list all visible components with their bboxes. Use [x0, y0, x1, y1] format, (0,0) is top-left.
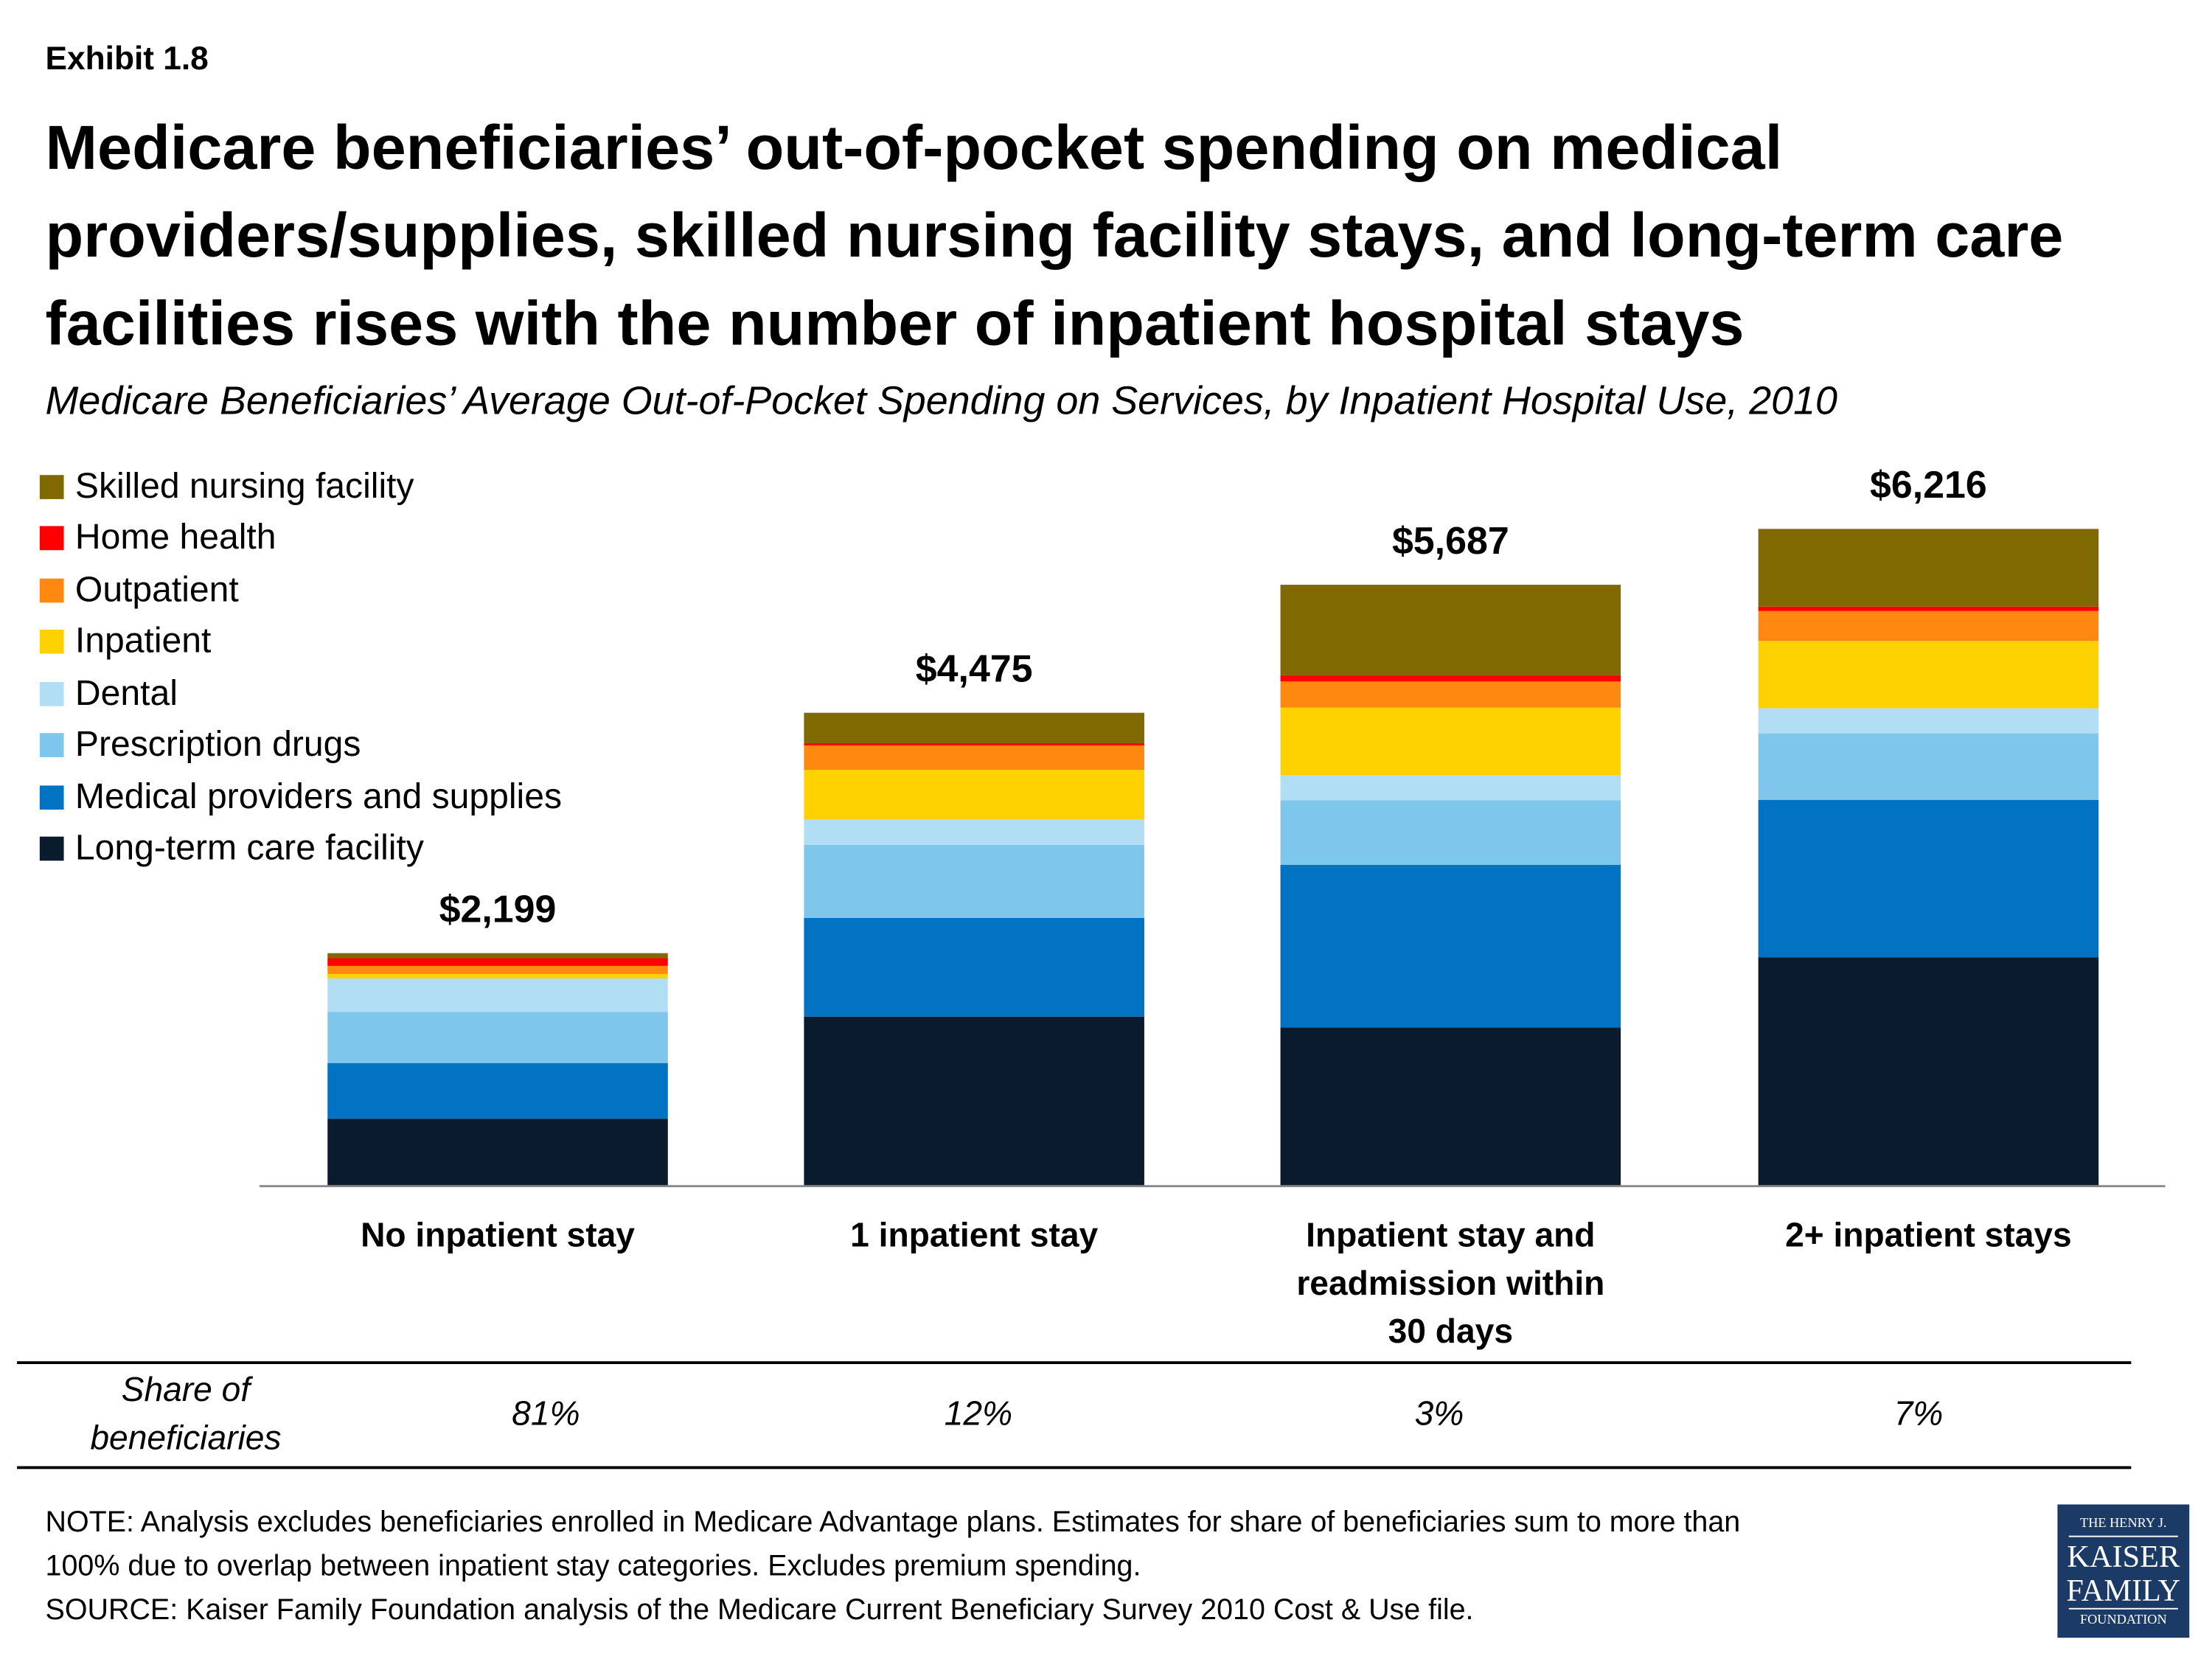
legend-item: Prescription drugs — [39, 724, 361, 767]
legend-swatch — [39, 577, 64, 602]
category-label: 2+ inpatient stays — [1716, 1212, 2141, 1260]
legend-item: Medical providers and supplies — [39, 776, 563, 818]
table-top-rule — [17, 1361, 2132, 1365]
legend-label: Dental — [74, 672, 178, 713]
category-label-line: 30 days — [1388, 1312, 1514, 1352]
bar-segment — [1280, 707, 1621, 776]
share-label: Share of beneficiaries — [57, 1367, 315, 1464]
legend-swatch — [39, 629, 64, 654]
legend-swatch — [39, 526, 64, 551]
page-title: Medicare beneficiaries’ out-of-pocket sp… — [46, 105, 2173, 369]
share-value: 12% — [944, 1395, 1013, 1434]
category-label-line: 1 inpatient stay — [850, 1217, 1099, 1255]
category-label-line: 2+ inpatient stays — [1785, 1217, 2072, 1255]
bar-segment — [1758, 708, 2099, 734]
category-label-line: Inpatient stay and — [1306, 1217, 1596, 1255]
legend-label: Long-term care facility — [74, 828, 424, 868]
source-line: SOURCE: Kaiser Family Foundation analysi… — [45, 1593, 1474, 1627]
legend-label: Skilled nursing facility — [74, 465, 414, 506]
legend-swatch — [39, 474, 64, 498]
bar-segment — [327, 1012, 668, 1063]
title-line: providers/supplies, skilled nursing faci… — [45, 201, 2064, 271]
logo-rule — [2068, 1535, 2178, 1537]
legend-swatch — [39, 836, 64, 861]
bar-segment — [804, 712, 1144, 743]
legend-label: Prescription drugs — [74, 724, 361, 765]
share-label-line: beneficiaries — [90, 1419, 282, 1458]
note-line: NOTE: Analysis excludes beneficiaries en… — [45, 1506, 1741, 1539]
legend-item: Outpatient — [39, 568, 239, 611]
bar-segment — [804, 917, 1144, 1017]
share-label-line: Share of — [121, 1371, 251, 1410]
legend-swatch — [39, 733, 64, 757]
legend-label: Outpatient — [74, 569, 239, 609]
title-line: facilities rises with the number of inpa… — [45, 289, 1745, 359]
total-label: $5,687 — [1392, 520, 1509, 563]
total-label: $4,475 — [916, 647, 1033, 690]
chart-subtitle: Medicare Beneficiaries’ Average Out-of-P… — [45, 378, 1838, 423]
logo-text: KAISER — [2067, 1538, 2180, 1574]
bar-segment — [804, 819, 1144, 845]
kff-logo: THE HENRY J. KAISER FAMILY FOUNDATION — [2057, 1504, 2190, 1638]
bar-segment — [327, 965, 668, 974]
share-value: 81% — [512, 1395, 580, 1434]
table-bottom-rule — [17, 1466, 2132, 1470]
bar-segment — [1280, 800, 1621, 865]
legend-swatch — [39, 681, 64, 706]
legend-item: Long-term care facility — [39, 827, 424, 870]
bar-segment — [1758, 529, 2099, 607]
bar-segment — [327, 1062, 668, 1119]
bar-segment — [1280, 864, 1621, 1028]
legend-label: Medical providers and supplies — [74, 776, 563, 816]
legend-item: Inpatient — [39, 620, 212, 663]
bar-segment — [804, 770, 1144, 820]
logo-rule — [2068, 1607, 2178, 1610]
bar-segment — [1280, 681, 1621, 708]
bar-segment — [1758, 611, 2099, 641]
category-label: 1 inpatient stay — [762, 1212, 1187, 1260]
note-line: 100% due to overlap between inpatient st… — [45, 1549, 1141, 1583]
legend-swatch — [39, 785, 64, 810]
bar-segment — [1280, 675, 1621, 682]
share-value: 3% — [1414, 1395, 1464, 1434]
bar-segment — [327, 953, 668, 959]
legend-item: Skilled nursing facility — [39, 465, 414, 508]
exhibit-number: Exhibit 1.8 — [45, 39, 209, 77]
bar-segment — [1280, 585, 1621, 675]
bar-segment — [1758, 606, 2099, 611]
total-label: $6,216 — [1870, 464, 1987, 507]
title-line: Medicare beneficiaries’ out-of-pocket sp… — [45, 113, 1783, 184]
bar-segment — [327, 958, 668, 966]
category-label-line: readmission within — [1296, 1265, 1605, 1304]
bar-segment — [327, 973, 668, 978]
category-label: Inpatient stay and readmission within 30 d… — [1238, 1212, 1663, 1357]
logo-text: THE HENRY J. — [2080, 1517, 2167, 1531]
legend-label: Home health — [74, 517, 276, 557]
category-label-line: No inpatient stay — [361, 1217, 635, 1255]
bar-segment — [1758, 957, 2099, 1186]
bar-segment — [804, 844, 1144, 918]
logo-text: FOUNDATION — [2079, 1613, 2167, 1628]
bar-segment — [327, 978, 668, 1012]
logo-text: FAMILY — [2066, 1572, 2181, 1608]
bar-segment — [1758, 733, 2099, 800]
category-label: No inpatient stay — [285, 1212, 711, 1260]
bar-segment — [1280, 1027, 1621, 1186]
bar-segment — [327, 1119, 668, 1186]
bar-segment — [804, 1016, 1144, 1186]
bar-segment — [1758, 641, 2099, 709]
legend-item: Dental — [39, 672, 178, 715]
share-value: 7% — [1893, 1395, 1944, 1434]
bar-segment — [1758, 799, 2099, 958]
bar-segment — [804, 745, 1144, 771]
total-label: $2,199 — [439, 888, 557, 931]
bar-segment — [1280, 775, 1621, 801]
legend-item: Home health — [39, 517, 276, 560]
legend-label: Inpatient — [74, 621, 212, 661]
bar-segment — [804, 742, 1144, 745]
